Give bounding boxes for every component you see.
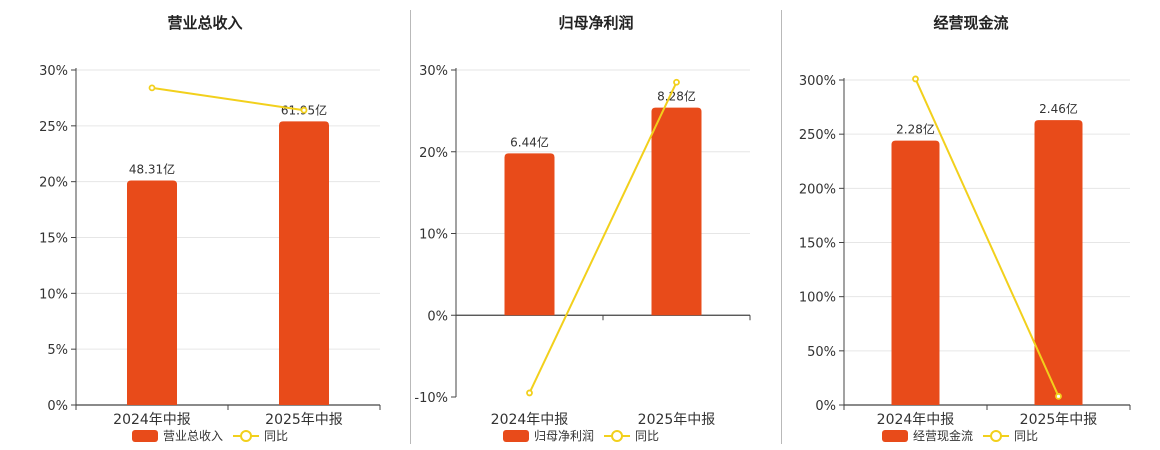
legend-line-label: 同比: [635, 429, 659, 443]
legend-line-marker: [240, 430, 253, 442]
y-tick-label: 20%: [419, 146, 448, 161]
y-tick-label: 150%: [799, 237, 836, 252]
y-tick-label: 30%: [419, 64, 448, 79]
chart-svg: -10% 0% 10% 20% 30% 6.44亿 2024年中报 8.28亿 2025年中报归…: [414, 64, 751, 443]
y-tick-label: 0%: [815, 399, 836, 414]
y-tick-label: 300%: [799, 74, 836, 89]
chart-svg: 0%5%10%15%20%25%30%48.31亿2024年中报61.95亿20…: [39, 64, 381, 443]
legend-bar-swatch: [503, 430, 529, 442]
y-tick-label: 5%: [47, 343, 68, 358]
x-tick-label: 2025年中报: [265, 412, 343, 428]
x-tick-label: 2024年中报: [491, 412, 569, 428]
panel-divider: [410, 10, 411, 444]
y-tick-label: 30%: [39, 64, 68, 79]
chart-svg: 0% 50% 100% 150% 200% 250% 300% 2.28亿 2024年中报 2.4…: [799, 74, 1131, 443]
y-tick-label: 25%: [39, 120, 68, 135]
chart-title: 营业总收入: [167, 14, 243, 32]
yoy-point: [912, 75, 919, 83]
bar: [651, 107, 702, 316]
y-tick-label: 100%: [799, 291, 836, 306]
bar-value-label: 48.31亿: [129, 162, 175, 177]
y-tick-label: 0%: [47, 399, 68, 414]
yoy-point: [526, 389, 533, 397]
bar-value-label: 6.44亿: [510, 134, 549, 149]
x-tick-label: 2025年中报: [1020, 412, 1098, 428]
legend-line-marker: [990, 430, 1003, 442]
revenue-panel: 营业总收入 0%5%10%15%20%25%30%48.31亿2024年中报61…: [0, 0, 410, 450]
bar: [279, 121, 329, 405]
panel-divider: [781, 10, 782, 444]
legend-line-marker: [611, 430, 624, 442]
yoy-point: [148, 84, 156, 92]
bar: [891, 140, 940, 405]
legend-bar-swatch: [132, 430, 158, 442]
x-tick-label: 2024年中报: [877, 412, 955, 428]
legend-bar-label: 营业总收入: [163, 429, 223, 443]
legend-bar-label: 经营现金流: [913, 428, 973, 443]
y-tick-label: 0%: [427, 309, 448, 324]
chart-title: 归母净利润: [558, 14, 634, 32]
x-tick-label: 2025年中报: [638, 412, 716, 428]
legend-bar-swatch: [882, 430, 908, 442]
legend-line-label: 同比: [264, 429, 288, 443]
yoy-point: [300, 106, 308, 114]
bar-value-label: 2.46亿: [1039, 101, 1078, 116]
yoy-point: [1055, 392, 1062, 400]
legend-line-label: 同比: [1014, 429, 1038, 443]
yoy-point: [673, 78, 680, 86]
net-profit-panel: 归母净利润 -10% 0% 10% 20% 30% 6.44亿 2024年中报 8.28亿 20…: [411, 0, 781, 450]
x-tick-label: 2024年中报: [113, 412, 191, 428]
cashflow-panel: 经营现金流 0% 50% 100% 150% 200% 250% 300% 2.28亿 2024…: [782, 0, 1160, 450]
chart-title: 经营现金流: [933, 14, 1009, 32]
bar-value-label: 2.28亿: [896, 122, 935, 137]
y-tick-label: 200%: [799, 182, 836, 197]
yoy-line: [914, 78, 1060, 397]
y-tick-label: 50%: [807, 345, 836, 360]
legend-bar-label: 归母净利润: [534, 429, 594, 443]
bar: [504, 153, 555, 316]
y-tick-label: 250%: [799, 128, 836, 143]
y-tick-label: 10%: [419, 228, 448, 243]
y-tick-label: 15%: [39, 232, 68, 247]
bar: [127, 180, 177, 405]
yoy-line: [151, 86, 305, 112]
y-tick-label: -10%: [414, 391, 448, 406]
y-tick-label: 20%: [39, 176, 68, 191]
bar-value-label: 8.28亿: [657, 89, 696, 104]
yoy-line: [528, 81, 678, 394]
bar: [1034, 120, 1083, 405]
y-tick-label: 10%: [39, 287, 68, 302]
